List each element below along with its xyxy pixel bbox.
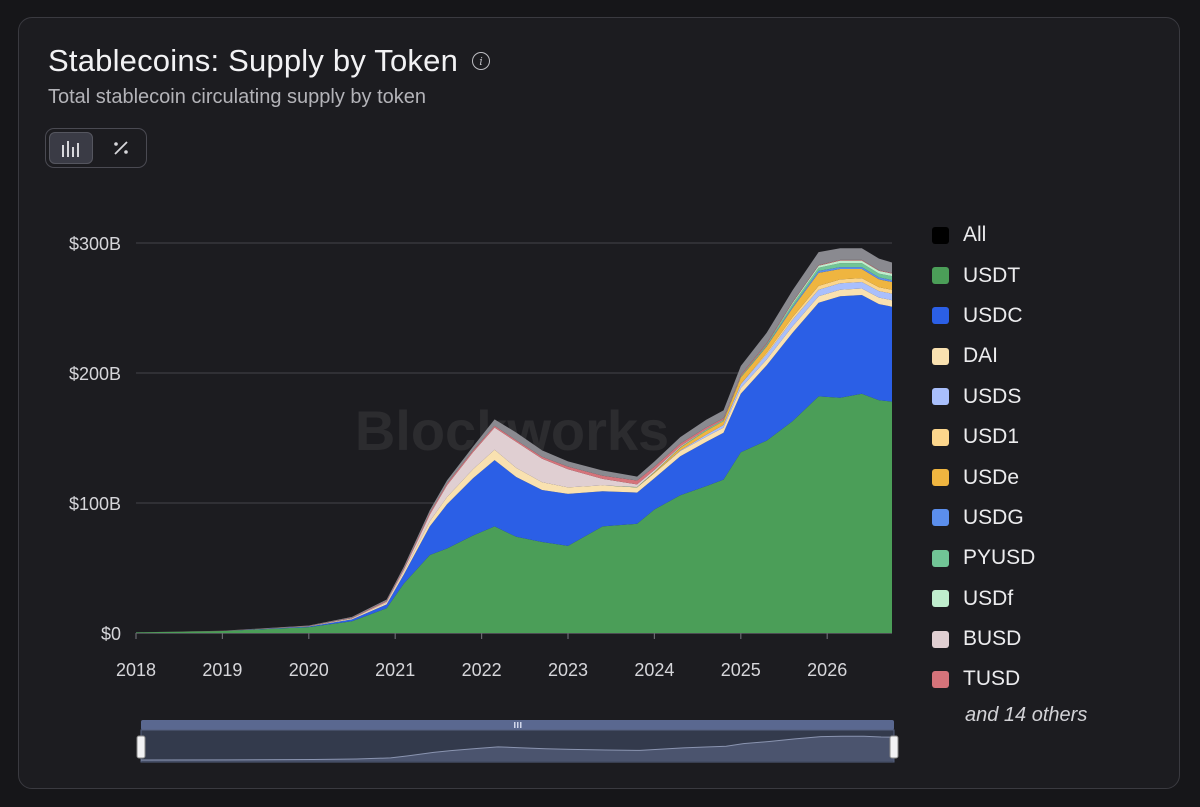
y-tick-label: $0: [101, 624, 121, 644]
legend-swatch: [932, 670, 949, 688]
x-tick-label: 2023: [548, 660, 588, 680]
legend-label: USDf: [963, 586, 1014, 610]
view-toggle: [45, 128, 147, 168]
legend-item-dai[interactable]: DAI: [932, 336, 1087, 376]
legend-swatch: [932, 388, 949, 406]
legend-label: USDT: [963, 263, 1021, 287]
chart-card: [18, 17, 1180, 789]
legend-item-usd1[interactable]: USD1: [932, 417, 1087, 457]
legend-swatch: [932, 630, 949, 648]
navigator-grip: [520, 722, 522, 728]
legend-item-usdc[interactable]: USDC: [932, 296, 1087, 336]
legend: All USDT USDC DAI USDS USD1 USDe USDG PYUSD USDf B…: [932, 215, 1087, 727]
navigator-area: [141, 736, 894, 761]
legend-item-usdf[interactable]: USDf: [932, 579, 1087, 619]
legend-item-usdt[interactable]: USDT: [932, 255, 1087, 295]
legend-label: DAI: [963, 344, 999, 368]
legend-item-usdg[interactable]: USDG: [932, 498, 1087, 538]
bar-chart-glyph: [62, 141, 79, 157]
legend-swatch: [932, 307, 949, 325]
legend-item-usds[interactable]: USDS: [932, 377, 1087, 417]
y-tick-label: $100B: [69, 494, 121, 514]
x-tick-label: 2026: [807, 660, 847, 680]
legend-label: USD1: [963, 425, 1020, 449]
chart-subtitle: Total stablecoin circulating supply by t…: [48, 86, 426, 108]
legend-item-all[interactable]: All: [932, 215, 1087, 255]
x-tick-label: 2025: [721, 660, 761, 680]
x-tick-label: 2019: [202, 660, 242, 680]
info-icon[interactable]: i: [472, 52, 491, 70]
percent-glyph: [114, 141, 128, 155]
navigator-grip: [517, 722, 519, 728]
area-busd[interactable]: [136, 260, 892, 633]
legend-swatch: [932, 347, 949, 365]
legend-label: USDS: [963, 384, 1022, 408]
legend-item-tusd[interactable]: TUSD: [932, 659, 1087, 699]
y-tick-label: $300B: [69, 234, 121, 254]
legend-swatch: [932, 267, 949, 285]
legend-label: TUSD: [963, 667, 1021, 691]
series-areas: [136, 248, 892, 633]
legend-item-usde[interactable]: USDe: [932, 457, 1087, 497]
x-tick-label: 2020: [289, 660, 329, 680]
legend-label: USDG: [963, 505, 1024, 529]
title-row: Stablecoins: Supply by Token i: [48, 43, 491, 79]
range-navigator[interactable]: [136, 720, 899, 763]
legend-swatch: [932, 549, 949, 567]
navigator-left-handle[interactable]: [136, 735, 146, 759]
legend-more-link[interactable]: and 14 others: [965, 703, 1088, 726]
legend-swatch: [932, 469, 949, 487]
legend-label: BUSD: [963, 627, 1022, 651]
bar-chart-icon[interactable]: [49, 132, 93, 164]
x-tick-label: 2024: [634, 660, 674, 680]
legend-label: All: [963, 223, 987, 247]
y-tick-label: $200B: [69, 364, 121, 384]
x-tick-label: 2018: [116, 660, 156, 680]
axes: $0 $100B $200B $300B 2018 2019 2020 2021 2022 202…: [69, 234, 847, 680]
navigator-line: [140, 735, 895, 761]
legend-swatch: [932, 590, 949, 608]
navigator-right-handle[interactable]: [889, 735, 899, 759]
legend-swatch: [932, 226, 949, 244]
area-usdt[interactable]: [136, 393, 892, 633]
x-tick-label: 2021: [375, 660, 415, 680]
percent-icon[interactable]: [99, 132, 143, 164]
page-title: Stablecoins: Supply by Token: [48, 43, 459, 78]
legend-swatch: [932, 428, 949, 446]
legend-item-pyusd[interactable]: PYUSD: [932, 538, 1087, 578]
area-usdc[interactable]: [136, 295, 892, 633]
legend-label: USDe: [963, 465, 1020, 489]
legend-swatch: [932, 509, 949, 527]
legend-label: PYUSD: [963, 546, 1036, 570]
legend-label: USDC: [963, 303, 1023, 327]
navigator-grip: [514, 722, 516, 728]
legend-item-busd[interactable]: BUSD: [932, 619, 1087, 659]
x-tick-label: 2022: [462, 660, 502, 680]
